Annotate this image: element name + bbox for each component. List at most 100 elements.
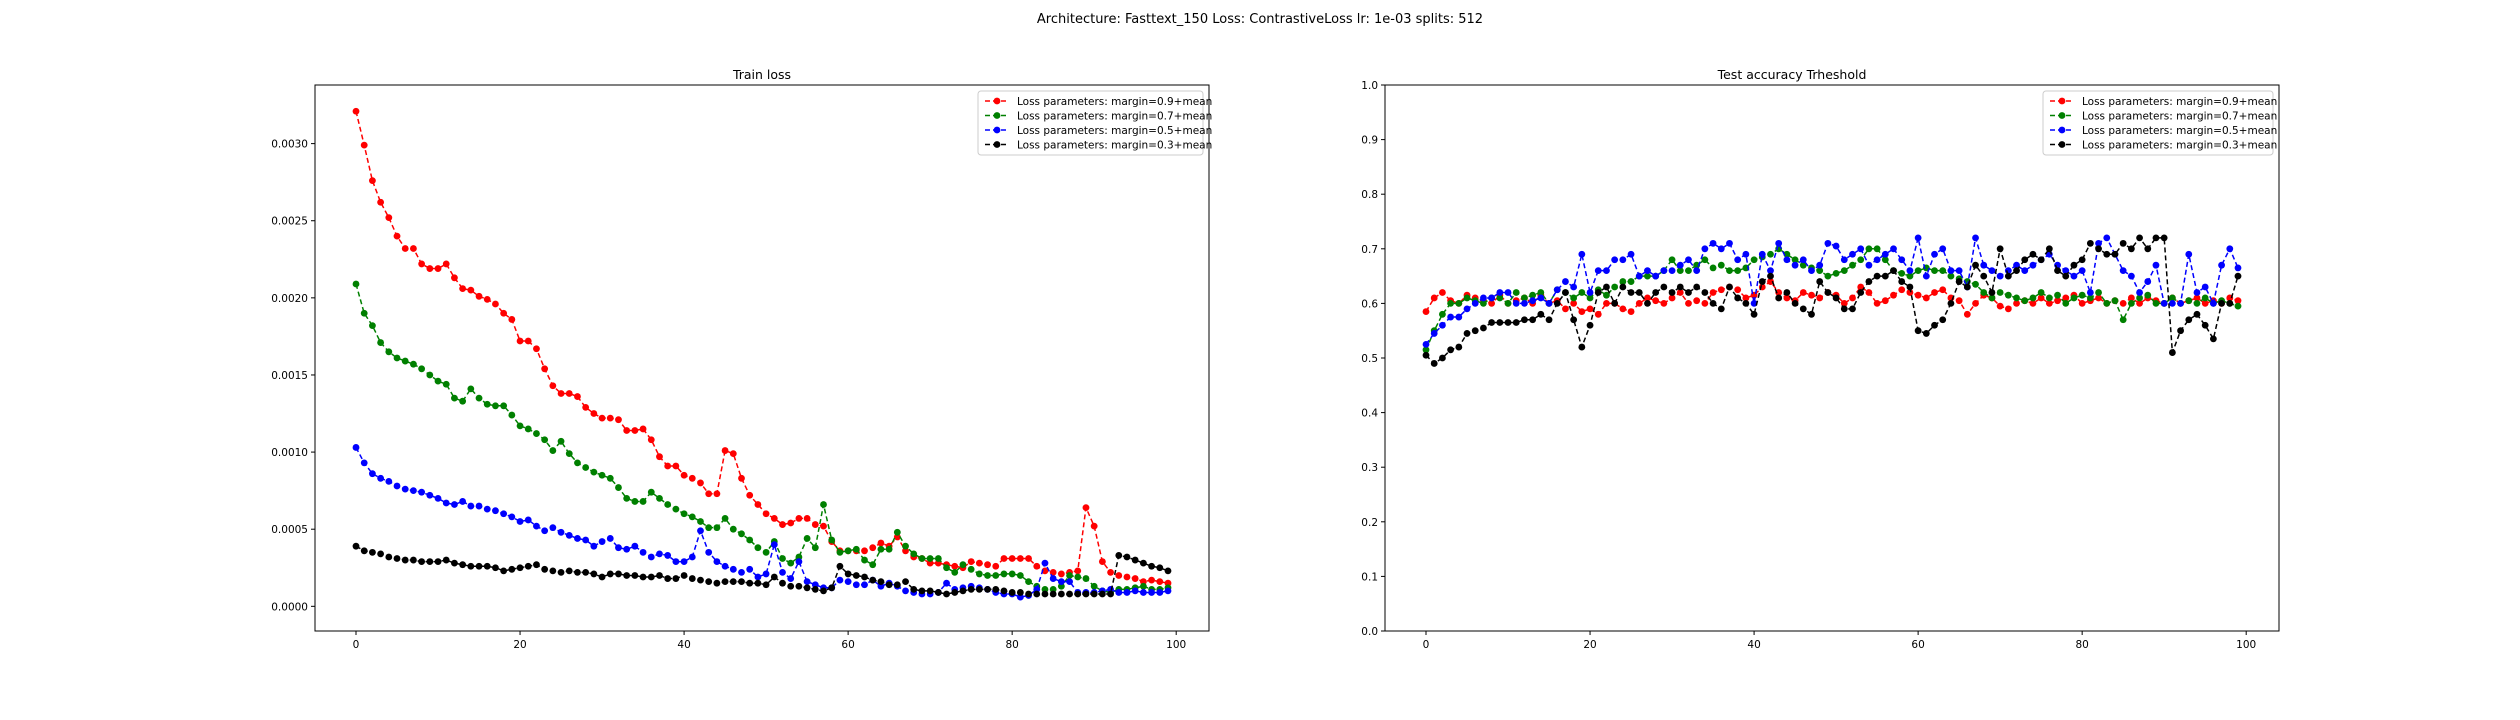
train-loss-data-point <box>885 581 893 589</box>
test-accuracy-data-point <box>2168 294 2176 302</box>
train-loss-data-point <box>713 524 721 532</box>
test-accuracy-data-point <box>1881 272 1889 280</box>
train-loss-data-point <box>401 485 409 493</box>
test-accuracy-data-point <box>1644 300 1651 307</box>
test-accuracy-data-point <box>1521 294 1528 302</box>
legend-label: Loss parameters: margin=0.5+mean <box>1017 125 1212 137</box>
test-accuracy-data-point <box>1463 305 1471 313</box>
train-loss-data-point <box>721 578 729 586</box>
test-accuracy-data-point <box>1734 286 1742 294</box>
test-accuracy-data-point <box>1849 294 1856 302</box>
train-loss-data-point <box>984 561 991 569</box>
test-accuracy-data-point <box>1840 256 1848 264</box>
train-loss-data-point <box>828 536 836 544</box>
test-accuracy-data-point <box>1742 250 1750 258</box>
train-loss-data-point <box>787 582 795 590</box>
test-accuracy-data-point <box>2136 294 2143 302</box>
test-accuracy-data-point <box>1430 360 1438 367</box>
x-tick-label: 0 <box>1423 639 1430 651</box>
train-loss-data-point <box>721 515 729 522</box>
train-loss-data-point <box>688 474 696 482</box>
test-accuracy-data-point <box>1840 267 1848 275</box>
train-loss-data-point <box>1074 567 1082 575</box>
train-loss-data-point <box>836 576 844 584</box>
train-loss-data-point <box>680 572 688 579</box>
test-accuracy-data-point <box>1857 256 1865 264</box>
train-loss-data-point <box>508 565 516 573</box>
test-accuracy-data-point <box>1635 300 1643 307</box>
train-loss-data-point <box>590 542 598 550</box>
test-accuracy-data-point <box>1988 267 1996 275</box>
test-accuracy-data-point <box>1726 239 1733 247</box>
train-loss-data-point <box>598 573 606 581</box>
test-accuracy-data-point <box>1726 283 1733 291</box>
train-loss-data-point <box>401 556 409 564</box>
train-loss-data-point <box>861 573 868 581</box>
train-loss-data-point <box>1148 562 1155 570</box>
train-loss-data-point <box>656 572 663 579</box>
train-loss-data-point <box>565 531 573 539</box>
train-loss-data-point <box>533 345 540 353</box>
train-loss-data-point <box>1082 590 1090 598</box>
train-loss-data-point <box>598 414 606 422</box>
train-loss-data-point <box>893 581 901 589</box>
test-accuracy-data-point <box>1791 300 1799 307</box>
train-loss-data-point <box>393 482 401 490</box>
train-loss-data-point <box>680 471 688 479</box>
y-tick-label: 0.2 <box>1361 517 1378 529</box>
test-accuracy-data-point <box>2160 234 2168 242</box>
legend-entry-margin-07: Loss parameters: margin=0.7+mean <box>2050 111 2277 123</box>
train-loss-data-point <box>705 548 713 556</box>
train-loss-data-point <box>762 581 770 589</box>
train-loss-data-point <box>615 416 622 424</box>
test-accuracy-data-point <box>1914 267 1922 275</box>
test-accuracy-data-point <box>2045 294 2053 302</box>
train-loss-data-point <box>549 524 557 532</box>
train-loss-data-point <box>1057 570 1065 578</box>
test-accuracy-data-point <box>1881 256 1889 264</box>
test-accuracy-data-point <box>1816 278 1824 285</box>
train-loss-data-point <box>623 494 631 502</box>
train-loss-data-point <box>524 516 532 524</box>
train-loss-data-point <box>967 585 975 593</box>
train-loss-data-point <box>1148 589 1155 596</box>
y-tick-label: 0.0030 <box>271 139 308 151</box>
test-accuracy-series-line <box>1425 236 2239 365</box>
test-accuracy-data-point <box>1488 300 1496 307</box>
test-accuracy-data-point <box>1570 294 1578 302</box>
test-accuracy-data-point <box>2201 283 2209 291</box>
train-loss-data-point <box>1090 590 1098 598</box>
train-loss-data-point <box>820 501 827 508</box>
test-accuracy-data-point <box>2013 294 2020 302</box>
train-loss-data-point <box>844 570 852 578</box>
train-loss-data-point <box>385 477 393 485</box>
train-loss-data-point <box>803 578 811 586</box>
test-accuracy-data-point <box>2062 272 2070 280</box>
test-accuracy-data-point <box>1480 294 1487 302</box>
test-accuracy-data-point <box>1504 319 1512 326</box>
train-loss-data-point <box>549 382 557 390</box>
train-loss-data-point <box>500 402 508 410</box>
train-loss-data-point <box>959 587 967 595</box>
train-loss-data-point <box>992 572 1000 579</box>
train-loss-data-point <box>565 450 573 458</box>
test-accuracy-data-point <box>2021 256 2029 264</box>
test-accuracy-data-point <box>1988 294 1996 302</box>
train-loss-data-point <box>459 498 467 505</box>
test-accuracy-data-point <box>1619 256 1627 264</box>
test-accuracy-data-point <box>2201 321 2209 329</box>
train-loss-data-point <box>1041 590 1049 598</box>
test-accuracy-data-point <box>1767 250 1774 258</box>
test-accuracy-data-point <box>1685 256 1692 264</box>
train-loss-data-point <box>541 436 549 444</box>
train-loss-data-point <box>533 561 540 569</box>
test-accuracy-data-point <box>1693 267 1701 275</box>
test-accuracy-data-point <box>1668 289 1676 296</box>
y-tick-label: 0.5 <box>1361 353 1378 365</box>
test-accuracy-data-point <box>1570 316 1578 324</box>
train-loss-data-point <box>664 501 672 508</box>
test-accuracy-series-margin-05 <box>1422 234 2242 348</box>
test-accuracy-data-point <box>1775 289 1783 296</box>
train-loss-data-point <box>639 498 647 505</box>
test-accuracy-title: Test accuracy Trheshold <box>1717 67 1867 82</box>
